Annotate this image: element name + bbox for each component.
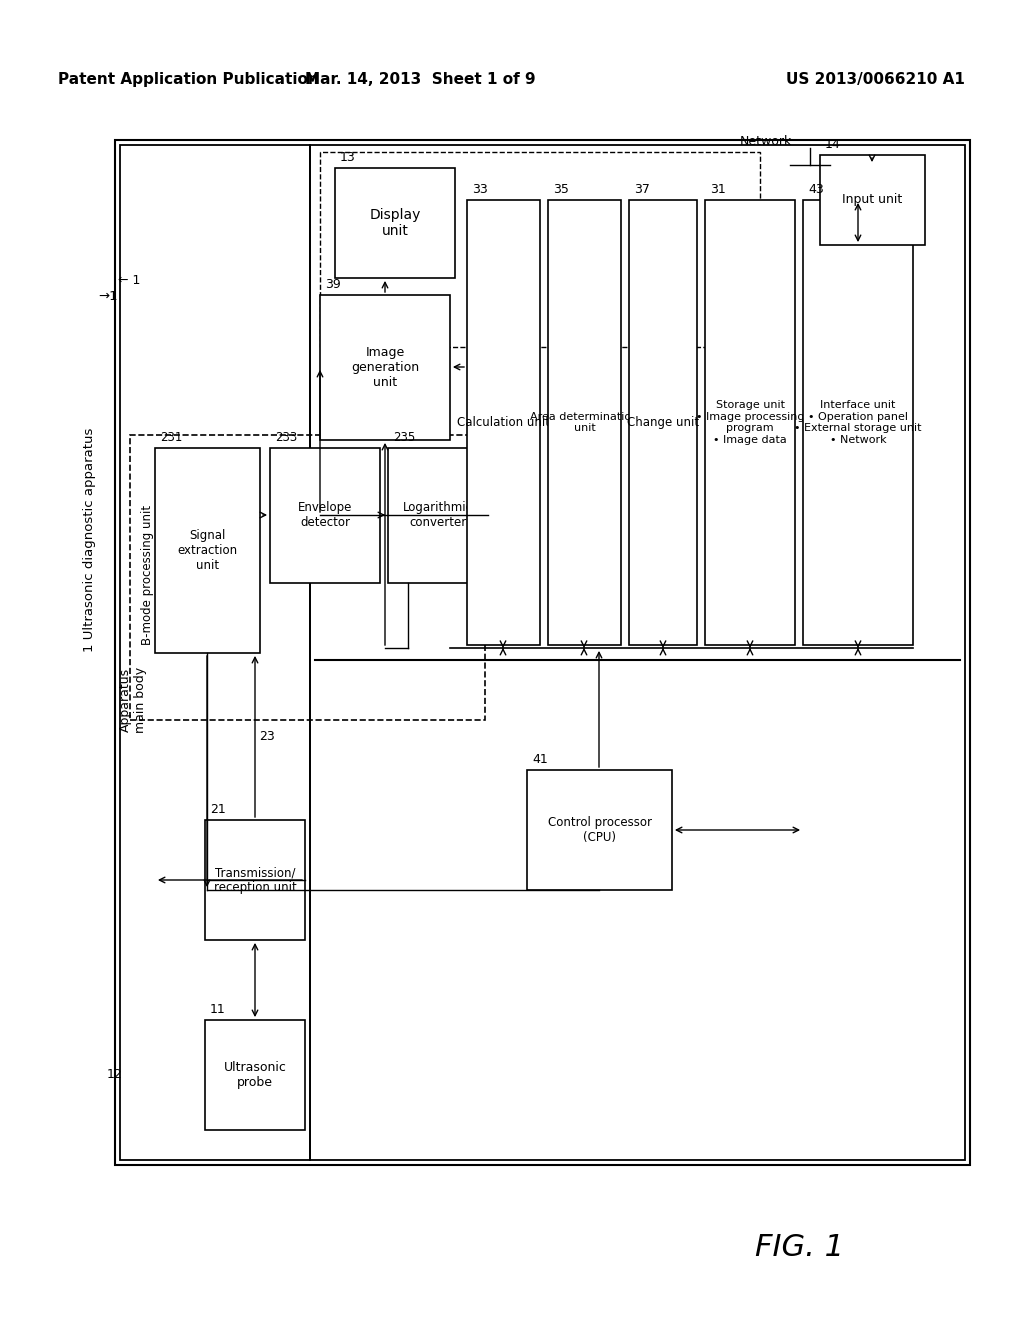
Text: Logarithmic
converter: Logarithmic converter (403, 502, 473, 529)
Text: Input unit: Input unit (843, 194, 902, 206)
Text: 35: 35 (553, 183, 569, 195)
Text: 1 Ultrasonic diagnostic apparatus: 1 Ultrasonic diagnostic apparatus (84, 428, 96, 652)
Text: B-mode processing unit: B-mode processing unit (140, 506, 154, 645)
Text: 43: 43 (808, 183, 823, 195)
Text: Envelope
detector: Envelope detector (298, 502, 352, 529)
Text: 11: 11 (210, 1003, 225, 1016)
Bar (155, 447, 260, 653)
Text: 13: 13 (340, 150, 355, 164)
Text: 37: 37 (634, 183, 650, 195)
Bar (115, 140, 970, 1166)
Text: 14: 14 (825, 139, 841, 150)
Text: Patent Application Publication: Patent Application Publication (58, 73, 318, 87)
Bar (130, 436, 485, 719)
Text: Image
generation
unit: Image generation unit (351, 346, 419, 389)
Bar (319, 152, 760, 347)
Text: Apparatus
main body: Apparatus main body (119, 667, 147, 733)
Text: →1: →1 (98, 289, 118, 302)
Bar (310, 145, 965, 1160)
Text: 231: 231 (160, 432, 182, 444)
Bar (548, 201, 621, 645)
Text: ← 1: ← 1 (118, 273, 140, 286)
Text: Storage unit
• Image processing
program
• Image data: Storage unit • Image processing program … (695, 400, 804, 445)
Bar (205, 820, 305, 940)
Text: Control processor
(CPU): Control processor (CPU) (548, 816, 651, 843)
Text: 233: 233 (275, 432, 297, 444)
Bar (388, 447, 488, 583)
Text: 235: 235 (393, 432, 416, 444)
Text: 33: 33 (472, 183, 487, 195)
Bar (803, 201, 913, 645)
Text: Ultrasonic
probe: Ultrasonic probe (223, 1061, 287, 1089)
Bar (467, 201, 540, 645)
Bar (319, 294, 450, 440)
Text: 31: 31 (710, 183, 726, 195)
Text: Transmission/
reception unit: Transmission/ reception unit (214, 866, 296, 894)
Text: US 2013/0066210 A1: US 2013/0066210 A1 (786, 73, 965, 87)
Bar (270, 447, 380, 583)
Text: Area determination
unit: Area determination unit (530, 412, 639, 433)
Text: 21: 21 (210, 803, 225, 816)
Text: Change unit: Change unit (627, 416, 699, 429)
Bar (705, 201, 795, 645)
Text: Calculation unit: Calculation unit (457, 416, 550, 429)
Text: 39: 39 (325, 279, 341, 290)
Text: Network: Network (740, 135, 793, 148)
Bar (120, 145, 310, 1160)
Bar (335, 168, 455, 279)
Text: Signal
extraction
unit: Signal extraction unit (177, 529, 238, 572)
Bar (205, 1020, 305, 1130)
Text: 12: 12 (106, 1068, 122, 1081)
Bar (820, 154, 925, 246)
Bar (629, 201, 697, 645)
Text: 23: 23 (259, 730, 274, 742)
Text: 41: 41 (532, 752, 548, 766)
Text: Interface unit
• Operation panel
• External storage unit
• Network: Interface unit • Operation panel • Exter… (795, 400, 922, 445)
Text: Display
unit: Display unit (370, 209, 421, 238)
Text: Mar. 14, 2013  Sheet 1 of 9: Mar. 14, 2013 Sheet 1 of 9 (305, 73, 536, 87)
Bar (527, 770, 672, 890)
Text: FIG. 1: FIG. 1 (755, 1233, 844, 1262)
